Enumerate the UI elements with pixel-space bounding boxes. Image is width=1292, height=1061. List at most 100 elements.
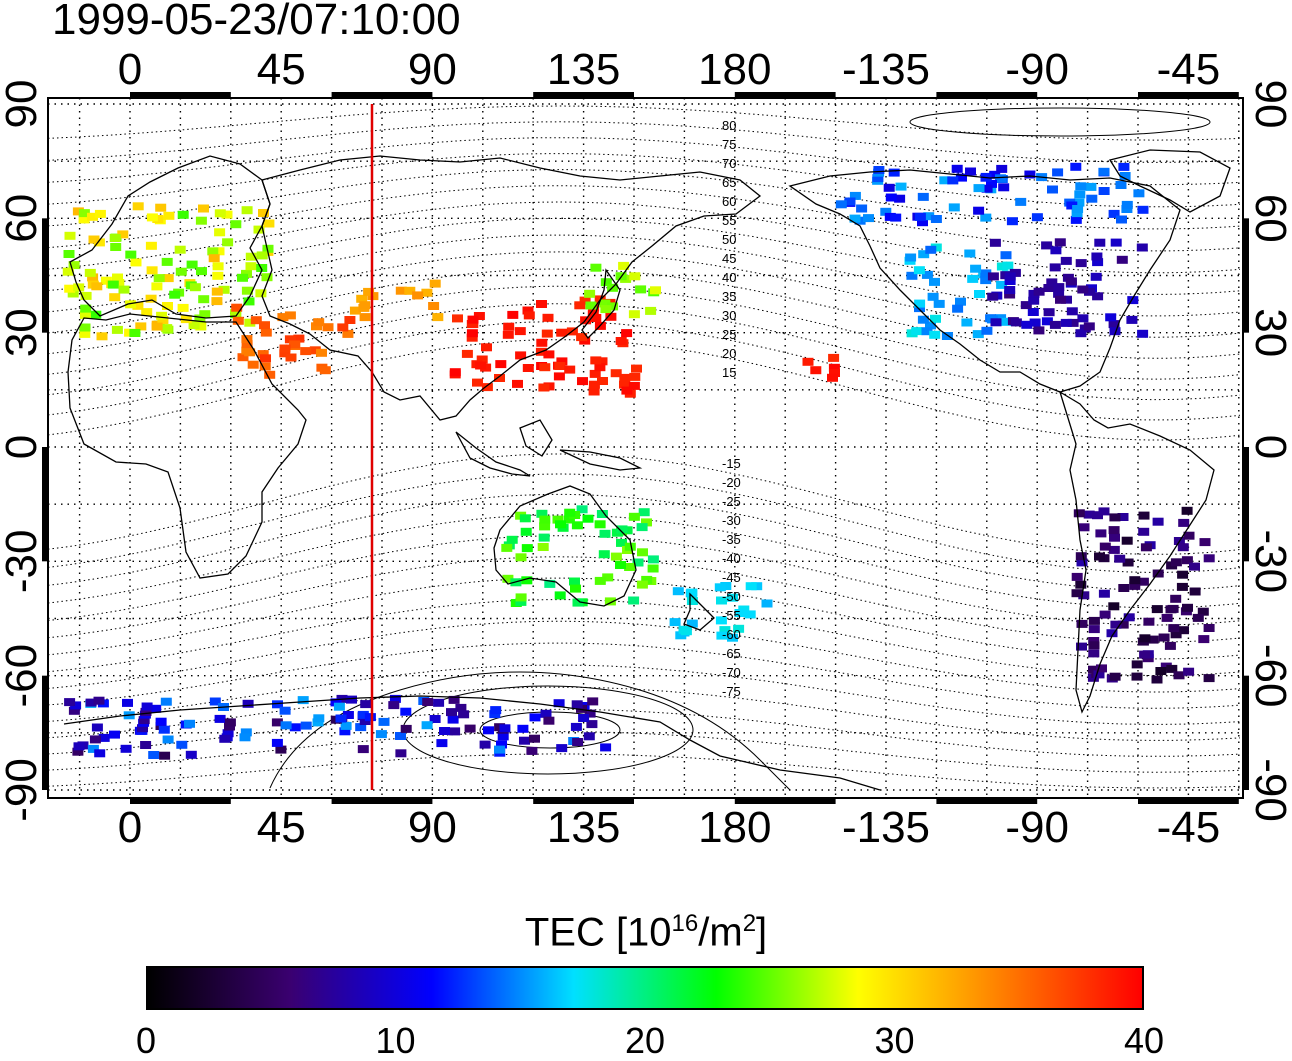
tec-cell [222, 238, 234, 247]
tec-cell [587, 697, 599, 706]
latitude-label: -30 [1246, 530, 1292, 594]
tec-cell [835, 200, 847, 209]
tec-cell [574, 301, 586, 310]
tec-cell [1105, 313, 1117, 322]
tec-cell [515, 351, 527, 360]
tec-cell [259, 321, 270, 330]
tec-cell [79, 329, 91, 338]
tec-cell [189, 283, 201, 292]
tec-cell [322, 323, 334, 332]
tec-cell [400, 707, 412, 716]
tec-cell [160, 697, 172, 706]
tec-cell [271, 738, 283, 747]
tec-cell [686, 619, 698, 628]
tec-cell [536, 300, 547, 308]
tec-cell [214, 714, 226, 723]
tec-cell [914, 304, 925, 313]
tec-cell [279, 706, 291, 715]
tec-cell [109, 234, 121, 242]
tec-cell [455, 703, 467, 712]
tec-cell [929, 277, 940, 286]
tec-cell [849, 214, 861, 223]
tec-cell [446, 708, 457, 717]
tec-cell [472, 378, 483, 387]
tec-cell [624, 542, 636, 551]
tec-cell [1073, 198, 1085, 207]
tec-cell [359, 313, 371, 322]
axis-tick-bar [936, 798, 1038, 804]
tec-cell [195, 216, 207, 225]
tec-cell [250, 316, 262, 325]
tec-cell [313, 714, 325, 723]
tec-cell [247, 360, 259, 369]
tec-cell [219, 734, 231, 743]
tec-cell [913, 266, 925, 275]
tec-cell [1126, 315, 1138, 324]
tec-cell [120, 744, 132, 753]
tec-cell [828, 353, 840, 362]
tec-cell [141, 702, 153, 711]
tec-cell [572, 598, 584, 607]
tec-cell [177, 303, 189, 312]
tec-cell [583, 732, 595, 741]
tec-cell [237, 353, 249, 362]
axis-tick-bar [42, 675, 48, 790]
tec-cell [980, 269, 992, 278]
tec-cell [849, 191, 861, 200]
tec-cell [621, 329, 633, 338]
tec-cell [538, 383, 550, 392]
tec-cell [311, 322, 322, 331]
magnetic-contour [48, 731, 1241, 773]
tec-cell [802, 357, 814, 366]
tec-cell [473, 312, 485, 320]
tec-cell [632, 558, 644, 567]
tec-cell [436, 739, 448, 748]
tec-cell [432, 313, 444, 322]
tec-cell [337, 323, 349, 332]
tec-cell [669, 618, 681, 627]
tec-cell [675, 631, 687, 640]
tec-cell [117, 230, 129, 239]
latitude-label: 90 [0, 80, 46, 129]
tec-cell [300, 721, 312, 730]
tec-cell [1084, 287, 1095, 296]
magnetic-contour [48, 664, 1241, 725]
longitude-label: 0 [118, 45, 142, 94]
tec-cell [872, 174, 884, 183]
tec-cell [355, 723, 367, 732]
tec-cell [1116, 255, 1128, 264]
tec-cell [1098, 507, 1110, 516]
tec-cell [1109, 533, 1120, 542]
tec-cell [162, 302, 173, 310]
tec-cell [522, 364, 534, 372]
tec-cell [395, 732, 406, 740]
tec-cell [333, 702, 345, 711]
tec-cell [539, 522, 551, 531]
tec-cell [421, 288, 433, 297]
tec-cell [647, 555, 659, 564]
axis-tick-bar [1243, 675, 1249, 790]
tec-cell [1178, 626, 1189, 635]
tec-cell [1181, 506, 1193, 515]
tec-cell [672, 587, 684, 596]
tec-cell [349, 306, 361, 315]
tec-cell [1143, 617, 1155, 626]
tec-cell [1083, 510, 1095, 519]
tec-cell [939, 176, 951, 185]
tec-cell [570, 584, 581, 593]
tec-cell [526, 746, 538, 755]
tec-cell [1137, 329, 1149, 338]
tec-cell [464, 724, 476, 733]
tec-cell [309, 346, 321, 355]
tec-cell [1055, 295, 1066, 304]
tec-cell [1088, 649, 1100, 658]
tec-cell [429, 715, 441, 723]
tec-cell [895, 182, 907, 191]
contour-label-south: -65 [722, 646, 741, 661]
tec-cell [342, 711, 354, 719]
tec-cell [716, 596, 727, 605]
tec-cell [925, 245, 937, 254]
tec-cell [363, 287, 375, 296]
tec-cell [576, 505, 588, 514]
